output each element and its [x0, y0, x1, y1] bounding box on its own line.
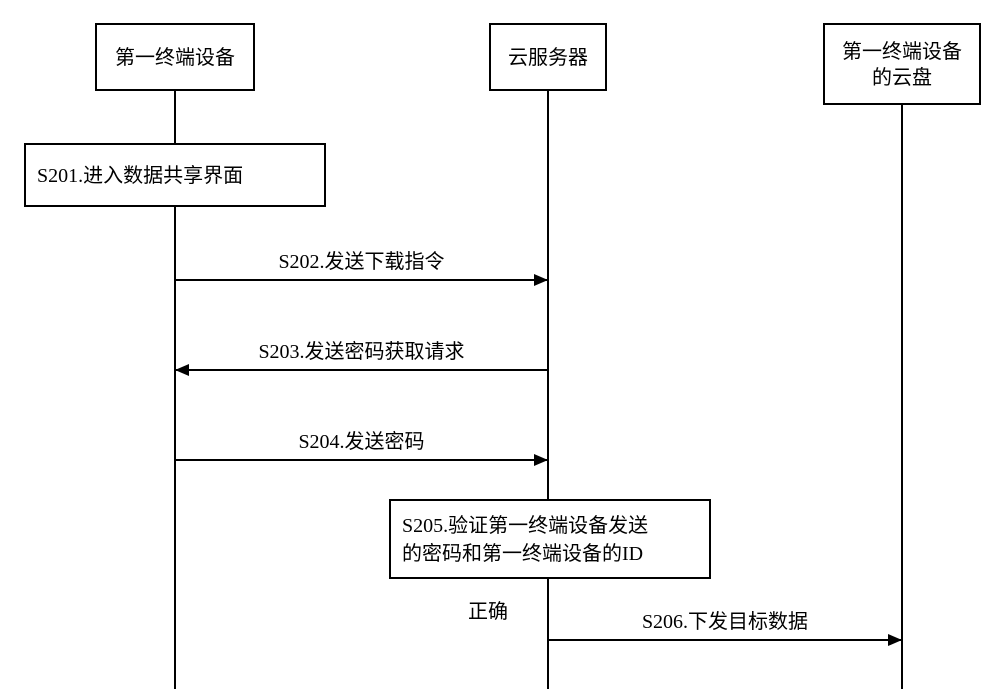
header-cloud_disk: 第一终端设备的云盘	[824, 24, 980, 104]
svg-text:的密码和第一终端设备的ID: 的密码和第一终端设备的ID	[402, 542, 643, 565]
branch-label-correct: 正确	[468, 600, 508, 623]
message-s204: S204.发送密码	[175, 430, 548, 466]
message-s203-label: S203.发送密码获取请求	[258, 340, 464, 363]
message-s202: S202.发送下载指令	[175, 250, 548, 286]
header-server: 云服务器	[490, 24, 606, 90]
svg-text:第一终端设备: 第一终端设备	[115, 46, 235, 69]
step-s201: S201.进入数据共享界面	[25, 144, 325, 206]
step-s201-label: S201.进入数据共享界面	[37, 164, 243, 187]
svg-text:第一终端设备: 第一终端设备	[842, 40, 962, 63]
svg-text:的云盘: 的云盘	[872, 66, 932, 89]
svg-text:S205.验证第一终端设备发送: S205.验证第一终端设备发送	[402, 514, 648, 537]
message-s204-label: S204.发送密码	[298, 430, 424, 453]
message-s206-label: S206.下发目标数据	[642, 610, 808, 633]
step-s205: S205.验证第一终端设备发送的密码和第一终端设备的ID	[390, 500, 710, 578]
message-s203: S203.发送密码获取请求	[175, 340, 548, 376]
message-s202-label: S202.发送下载指令	[278, 250, 444, 273]
svg-text:云服务器: 云服务器	[508, 46, 588, 69]
message-s206: S206.下发目标数据	[548, 610, 902, 646]
header-terminal: 第一终端设备	[96, 24, 254, 90]
